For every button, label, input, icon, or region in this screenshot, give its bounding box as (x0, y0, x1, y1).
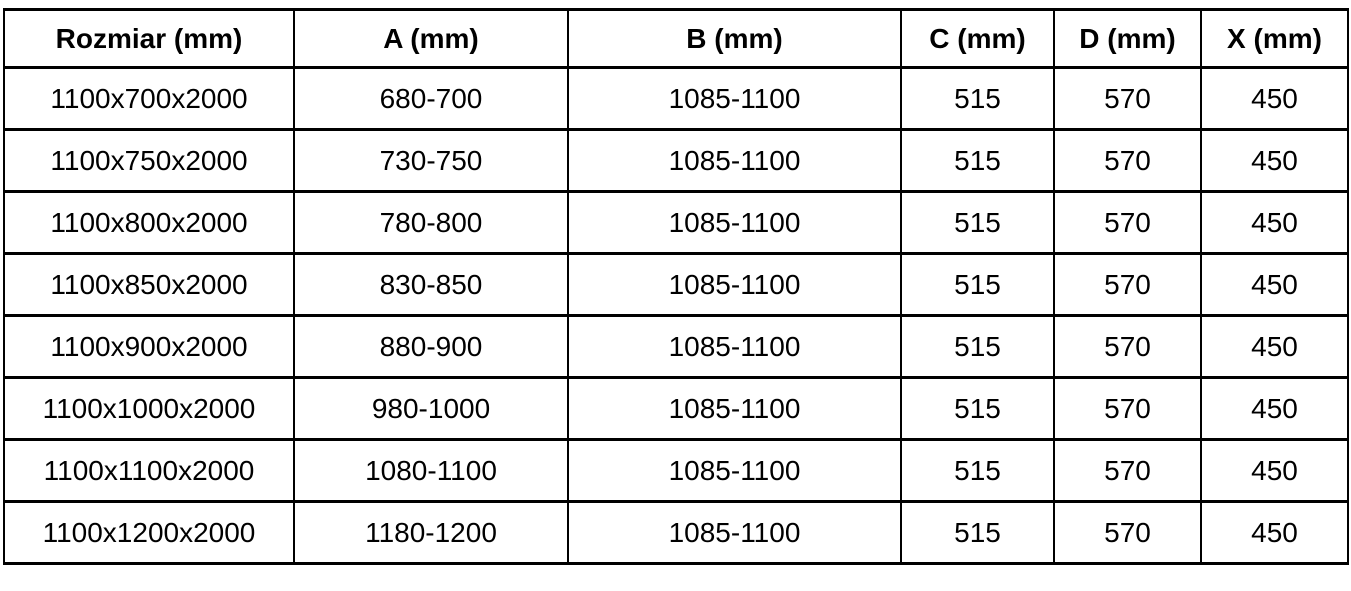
column-header-rozmiar: Rozmiar (mm) (3, 8, 295, 69)
cell-b: 1085-1100 (567, 438, 902, 503)
cell-rozmiar: 1100x1200x2000 (3, 500, 295, 565)
size-table: Rozmiar (mm) A (mm) B (mm) C (mm) D (mm)… (3, 8, 1349, 565)
cell-d: 570 (1053, 314, 1202, 379)
cell-rozmiar: 1100x900x2000 (3, 314, 295, 379)
cell-b: 1085-1100 (567, 376, 902, 441)
cell-c: 515 (900, 376, 1055, 441)
cell-c: 515 (900, 500, 1055, 565)
cell-d: 570 (1053, 128, 1202, 193)
cell-a: 680-700 (293, 66, 569, 131)
column-header-a: A (mm) (293, 8, 569, 69)
cell-x: 450 (1200, 314, 1349, 379)
table-header-row: Rozmiar (mm) A (mm) B (mm) C (mm) D (mm)… (3, 8, 1349, 69)
table-row: 1100x750x2000 730-750 1085-1100 515 570 … (3, 128, 1349, 193)
cell-b: 1085-1100 (567, 252, 902, 317)
cell-x: 450 (1200, 438, 1349, 503)
cell-d: 570 (1053, 252, 1202, 317)
cell-a: 780-800 (293, 190, 569, 255)
cell-b: 1085-1100 (567, 190, 902, 255)
cell-x: 450 (1200, 128, 1349, 193)
cell-b: 1085-1100 (567, 66, 902, 131)
cell-rozmiar: 1100x700x2000 (3, 66, 295, 131)
cell-rozmiar: 1100x1000x2000 (3, 376, 295, 441)
cell-x: 450 (1200, 376, 1349, 441)
cell-d: 570 (1053, 376, 1202, 441)
cell-c: 515 (900, 66, 1055, 131)
table-row: 1100x1100x2000 1080-1100 1085-1100 515 5… (3, 438, 1349, 503)
cell-a: 830-850 (293, 252, 569, 317)
cell-d: 570 (1053, 500, 1202, 565)
table-row: 1100x850x2000 830-850 1085-1100 515 570 … (3, 252, 1349, 317)
cell-rozmiar: 1100x750x2000 (3, 128, 295, 193)
cell-a: 1080-1100 (293, 438, 569, 503)
column-header-x: X (mm) (1200, 8, 1349, 69)
cell-d: 570 (1053, 438, 1202, 503)
cell-x: 450 (1200, 190, 1349, 255)
cell-x: 450 (1200, 66, 1349, 131)
cell-x: 450 (1200, 500, 1349, 565)
cell-d: 570 (1053, 190, 1202, 255)
cell-rozmiar: 1100x1100x2000 (3, 438, 295, 503)
cell-x: 450 (1200, 252, 1349, 317)
cell-c: 515 (900, 252, 1055, 317)
cell-b: 1085-1100 (567, 500, 902, 565)
cell-c: 515 (900, 128, 1055, 193)
cell-b: 1085-1100 (567, 128, 902, 193)
cell-c: 515 (900, 438, 1055, 503)
cell-a: 880-900 (293, 314, 569, 379)
cell-c: 515 (900, 314, 1055, 379)
table-row: 1100x1200x2000 1180-1200 1085-1100 515 5… (3, 500, 1349, 565)
table-row: 1100x700x2000 680-700 1085-1100 515 570 … (3, 66, 1349, 131)
cell-a: 1180-1200 (293, 500, 569, 565)
cell-b: 1085-1100 (567, 314, 902, 379)
table-row: 1100x900x2000 880-900 1085-1100 515 570 … (3, 314, 1349, 379)
cell-rozmiar: 1100x850x2000 (3, 252, 295, 317)
cell-a: 730-750 (293, 128, 569, 193)
cell-rozmiar: 1100x800x2000 (3, 190, 295, 255)
table-row: 1100x800x2000 780-800 1085-1100 515 570 … (3, 190, 1349, 255)
table-row: 1100x1000x2000 980-1000 1085-1100 515 57… (3, 376, 1349, 441)
cell-a: 980-1000 (293, 376, 569, 441)
column-header-c: C (mm) (900, 8, 1055, 69)
cell-c: 515 (900, 190, 1055, 255)
column-header-b: B (mm) (567, 8, 902, 69)
cell-d: 570 (1053, 66, 1202, 131)
size-table-container: Rozmiar (mm) A (mm) B (mm) C (mm) D (mm)… (3, 8, 1349, 565)
column-header-d: D (mm) (1053, 8, 1202, 69)
